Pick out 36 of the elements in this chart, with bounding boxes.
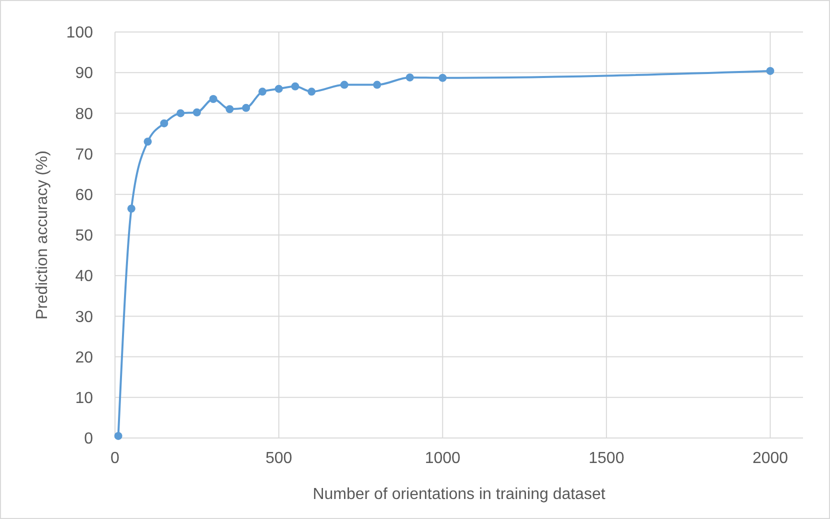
y-tick-label: 20 (75, 349, 94, 366)
y-tick-label: 30 (75, 308, 94, 326)
point (291, 82, 300, 90)
point (258, 88, 266, 96)
point (144, 138, 152, 146)
y-tick-label: 50 (75, 228, 94, 245)
point (406, 73, 414, 82)
point (274, 84, 283, 93)
y-tick-label: 10 (75, 390, 94, 407)
x-tick-label: 500 (265, 450, 292, 467)
x-tick-label: 1000 (424, 450, 461, 467)
y-tick-label: 90 (75, 65, 94, 82)
y-tick-label: 0 (84, 430, 94, 448)
point (192, 108, 201, 116)
point (160, 119, 168, 128)
point (242, 104, 250, 112)
y-tick-label: 100 (66, 24, 94, 42)
point (226, 105, 234, 114)
y-tick-label: 60 (75, 187, 94, 204)
x-tick-label: 2000 (752, 450, 788, 467)
point (766, 66, 774, 75)
point (209, 94, 218, 103)
y-tick-label: 80 (75, 106, 94, 123)
point (438, 74, 447, 82)
y-axis-title: Prediction accuracy (%) (34, 150, 51, 320)
x-axis-title: Number of orientations in training dataset (312, 486, 606, 503)
point (176, 109, 185, 118)
y-tick-label: 70 (75, 146, 94, 164)
y-tick-label: 40 (75, 268, 94, 286)
x-tick-label: 1500 (588, 450, 624, 467)
point (114, 432, 122, 440)
point (340, 80, 348, 89)
point (373, 80, 382, 89)
point (308, 88, 316, 96)
x-tick-label: 0 (110, 450, 120, 467)
point (127, 204, 136, 213)
